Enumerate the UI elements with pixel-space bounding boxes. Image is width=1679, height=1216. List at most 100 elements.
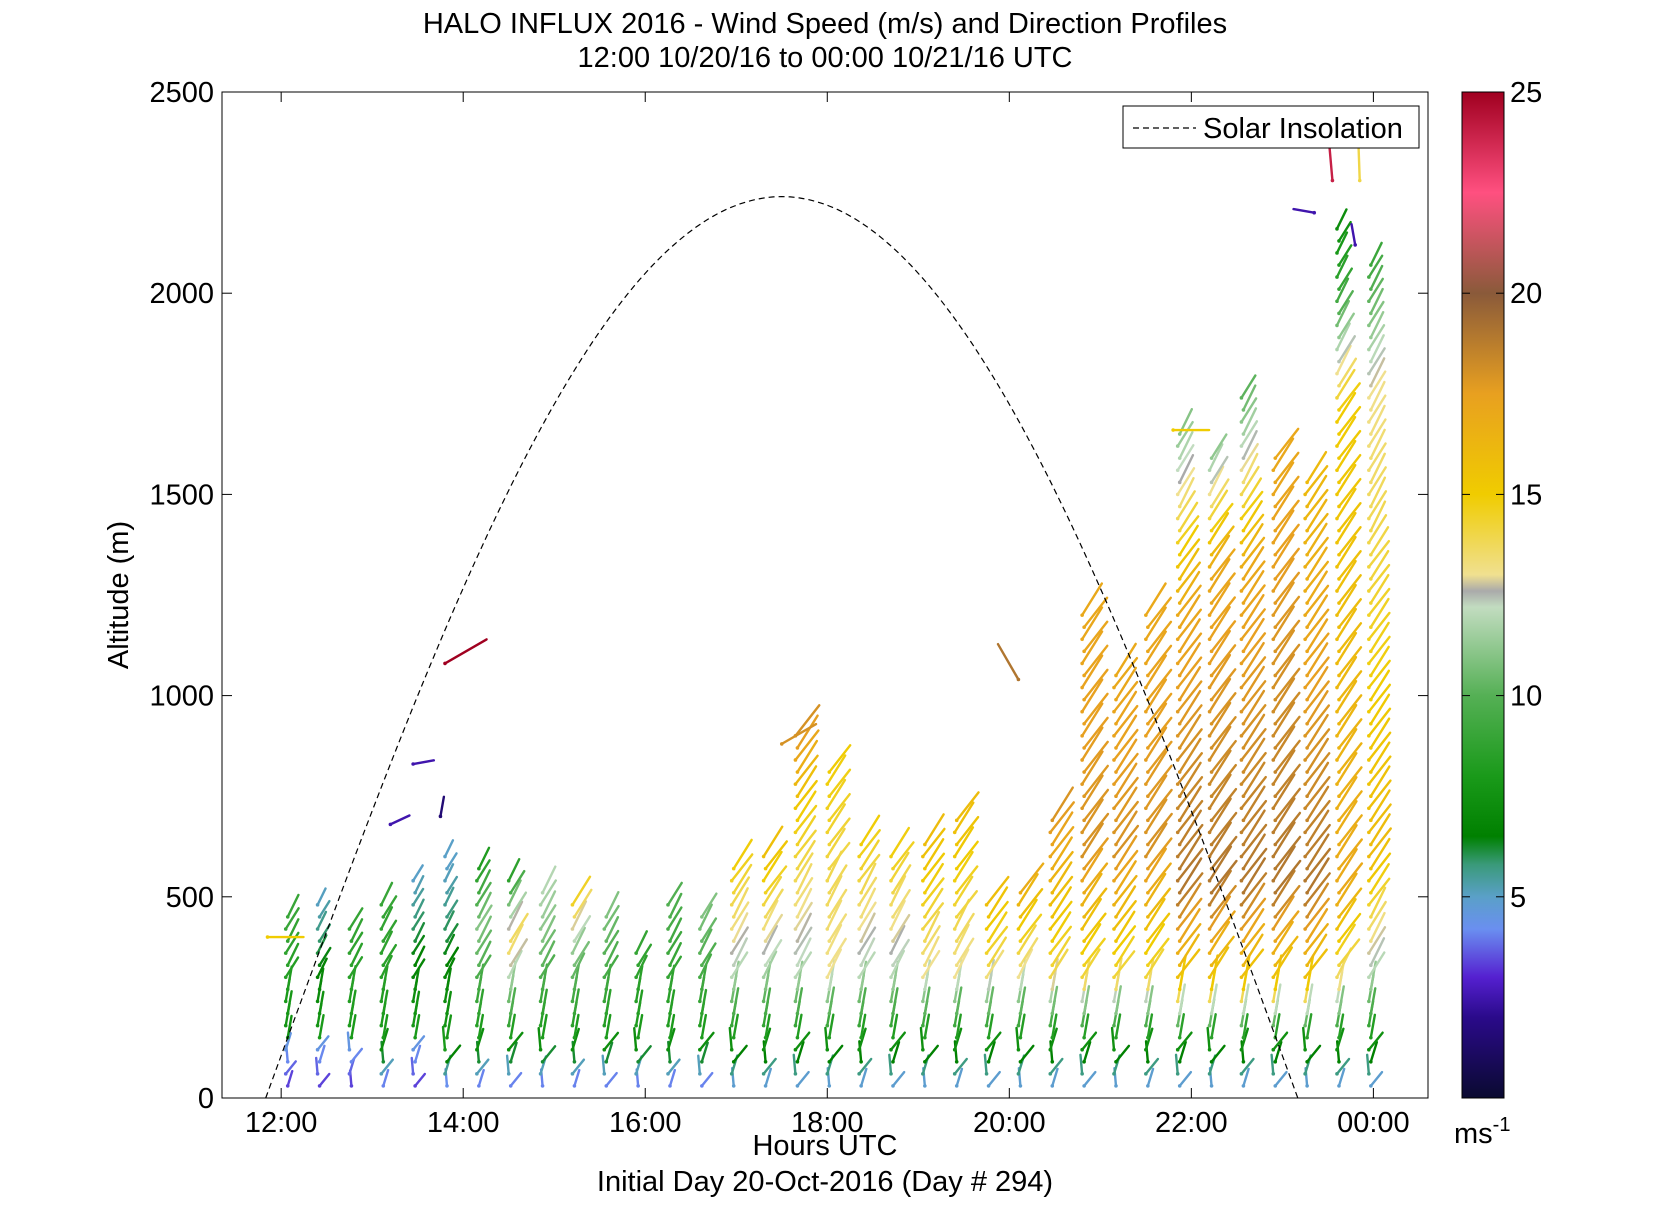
wind-vector-shaft <box>1114 935 1135 967</box>
wind-vector <box>443 957 456 980</box>
wind-vector-tail <box>825 1072 830 1076</box>
wind-vector <box>1177 642 1201 678</box>
wind-vector-shaft <box>1080 606 1104 641</box>
wind-vector-tail <box>1273 1084 1278 1088</box>
wind-vector-tail <box>604 987 609 992</box>
wind-vector-shaft <box>1208 465 1225 496</box>
wind-vector <box>795 765 818 798</box>
wind-vector-shaft <box>1146 596 1172 629</box>
wind-vector-shaft <box>1305 618 1329 653</box>
wind-vector-shaft <box>857 901 877 931</box>
wind-vector <box>1303 584 1330 617</box>
wind-vector-shaft <box>571 1027 580 1051</box>
wind-vector <box>634 954 648 980</box>
wind-vector-tail <box>1114 721 1118 726</box>
wind-vector <box>668 1013 676 1040</box>
wind-vector-shaft <box>1337 1067 1346 1088</box>
wind-vector-tail <box>952 903 957 907</box>
wind-vector-shaft <box>539 904 557 931</box>
wind-vector-tail <box>825 806 830 811</box>
wind-vector-tail <box>825 951 830 955</box>
wind-vector-shaft <box>1335 535 1357 569</box>
wind-vector-shaft <box>1369 311 1385 339</box>
wind-vector <box>761 899 779 931</box>
wind-vector-tail <box>984 1047 989 1052</box>
wind-vector-tail <box>1335 492 1339 497</box>
wind-vector-tail <box>1209 552 1214 557</box>
wind-vector-tail <box>475 878 479 883</box>
wind-vector-tail <box>347 1023 352 1028</box>
wind-vector-tail <box>1080 951 1084 955</box>
wind-vector-tail <box>666 903 670 907</box>
wind-vector-tail <box>1209 1035 1214 1040</box>
wind-vector-tail <box>1305 480 1309 485</box>
wind-vector-tail <box>1335 637 1339 642</box>
wind-vector-tail <box>317 939 322 943</box>
wind-vector-tail <box>475 951 479 955</box>
wind-vector-tail <box>1273 746 1278 750</box>
wind-vector <box>1305 857 1330 895</box>
wind-vector-tail <box>1018 915 1023 919</box>
wind-vector-shaft <box>1337 220 1352 243</box>
wind-vector-shaft <box>1242 617 1265 653</box>
wind-vector-tail <box>1241 939 1246 943</box>
wind-vector-shaft <box>1049 850 1074 882</box>
wind-vector <box>1114 666 1138 702</box>
wind-vector-shaft <box>1335 655 1358 689</box>
wind-vector-tail <box>827 818 832 823</box>
wind-vector-shaft <box>828 888 848 919</box>
wind-vector-shaft <box>1144 1027 1154 1051</box>
wind-vector <box>1080 750 1104 786</box>
wind-vector-shaft <box>1210 811 1238 846</box>
wind-vector-tail <box>1175 492 1180 497</box>
wind-vector-shaft <box>1365 1053 1371 1076</box>
wind-vector-shaft <box>1144 606 1167 641</box>
wind-vector-tail <box>1271 540 1276 545</box>
wind-vector-shaft <box>605 940 619 967</box>
wind-vector-shaft <box>826 754 847 786</box>
wind-vector <box>508 891 528 919</box>
wind-vector <box>1050 811 1074 847</box>
wind-vector <box>1369 500 1387 533</box>
wind-vector-tail <box>1114 770 1118 774</box>
wind-vector-tail <box>891 939 895 943</box>
wind-vector-shaft <box>1305 1044 1322 1063</box>
wind-vector-shaft <box>380 881 394 907</box>
wind-vector-tail <box>1080 999 1084 1004</box>
wind-vector <box>1209 1013 1217 1040</box>
wind-vector-tail <box>1367 806 1371 811</box>
wind-vector <box>1367 394 1387 424</box>
wind-vector-tail <box>984 927 989 931</box>
wind-vector-shaft <box>889 1031 906 1051</box>
wind-vector-shaft <box>382 1013 389 1039</box>
wind-vector-tail <box>413 915 417 919</box>
wind-vector-shaft <box>1367 347 1386 375</box>
wind-vector-tail <box>1241 432 1246 436</box>
wind-vector-tail <box>954 818 959 823</box>
wind-vector-tail <box>443 999 447 1004</box>
wind-vector-tail <box>1337 239 1341 243</box>
wind-vector-shaft <box>1146 716 1173 750</box>
wind-vector-tail <box>921 951 925 955</box>
wind-vector-tail <box>1177 1011 1182 1016</box>
wind-vector-tail <box>954 1084 959 1088</box>
wind-vector-shaft <box>1369 621 1390 653</box>
wind-vector-tail <box>1241 1059 1246 1064</box>
wind-vector <box>984 925 1009 955</box>
wind-vector-tail <box>668 987 672 992</box>
wind-vector-tail <box>1080 734 1084 738</box>
wind-vector-tail <box>1209 1011 1214 1016</box>
wind-vector-shaft <box>350 918 364 943</box>
wind-vector-shaft <box>700 942 717 967</box>
wind-vector-tail <box>1112 1047 1116 1052</box>
wind-vector-tail <box>889 1072 893 1076</box>
wind-vector <box>1209 763 1238 798</box>
wind-vector <box>1177 618 1201 654</box>
wind-vector <box>1209 572 1236 605</box>
wind-vector <box>1303 847 1332 883</box>
wind-vector <box>859 887 877 919</box>
wind-vector-tail <box>1367 565 1371 569</box>
wind-vector <box>1050 936 1071 968</box>
wind-vector-tail <box>1305 552 1309 557</box>
wind-vector <box>1305 570 1328 605</box>
